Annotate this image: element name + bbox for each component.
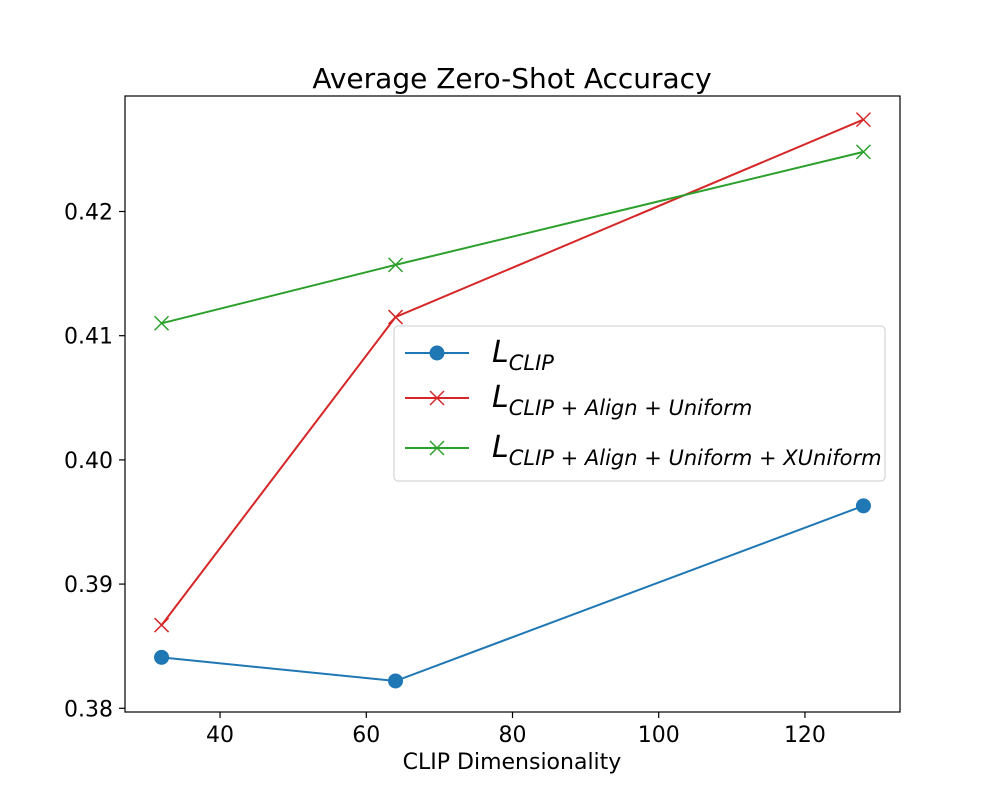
chart-title: Average Zero-Shot Accuracy: [312, 62, 711, 95]
x-tick-label: 100: [638, 723, 680, 748]
data-point: [154, 649, 170, 665]
legend-marker: [429, 440, 445, 456]
legend-item: LCLIP + Align + Uniform: [405, 380, 752, 420]
plot-area: [154, 112, 871, 689]
y-axis: 0.38 0.39 0.40 0.41 0.42: [64, 201, 125, 722]
legend-label: LCLIP: [492, 335, 554, 375]
series-line: [161, 504, 864, 683]
data-point: [855, 498, 871, 514]
legend-box: [393, 325, 886, 482]
series-1: [154, 112, 871, 633]
y-tick-label: 0.39: [64, 573, 113, 598]
y-tick-label: 0.40: [64, 449, 113, 474]
data-point: [855, 112, 871, 128]
legend-item: LCLIP + Align + Uniform + XUniform: [405, 430, 882, 470]
legend-label: LCLIP + Align + Uniform: [492, 380, 752, 420]
y-tick-label: 0.38: [64, 697, 113, 722]
data-point: [855, 144, 871, 160]
x-axis-label: CLIP Dimensionality: [403, 750, 622, 775]
y-tick-label: 0.41: [64, 325, 113, 350]
data-point: [388, 673, 404, 689]
legend-item: LCLIP: [405, 335, 554, 375]
x-tick-label: 60: [352, 723, 380, 748]
legend-label: LCLIP + Align + Uniform + XUniform: [492, 430, 882, 470]
legend: LCLIP LCLIP + Align + Uniform LCLIP + Alig…: [393, 325, 886, 482]
x-tick-label: 80: [499, 723, 527, 748]
series-0: [154, 498, 871, 689]
y-tick-label: 0.42: [64, 201, 113, 226]
data-point: [154, 315, 170, 331]
x-tick-label: 40: [206, 723, 234, 748]
x-tick-label: 120: [784, 723, 826, 748]
data-point: [387, 257, 404, 273]
series-line: [161, 150, 864, 325]
data-point: [387, 309, 404, 325]
series-2: [154, 144, 871, 331]
data-point: [154, 617, 170, 633]
legend-marker: [429, 390, 445, 406]
legend-marker: [429, 345, 445, 361]
x-axis: 40 60 80 100 120: [206, 712, 826, 748]
